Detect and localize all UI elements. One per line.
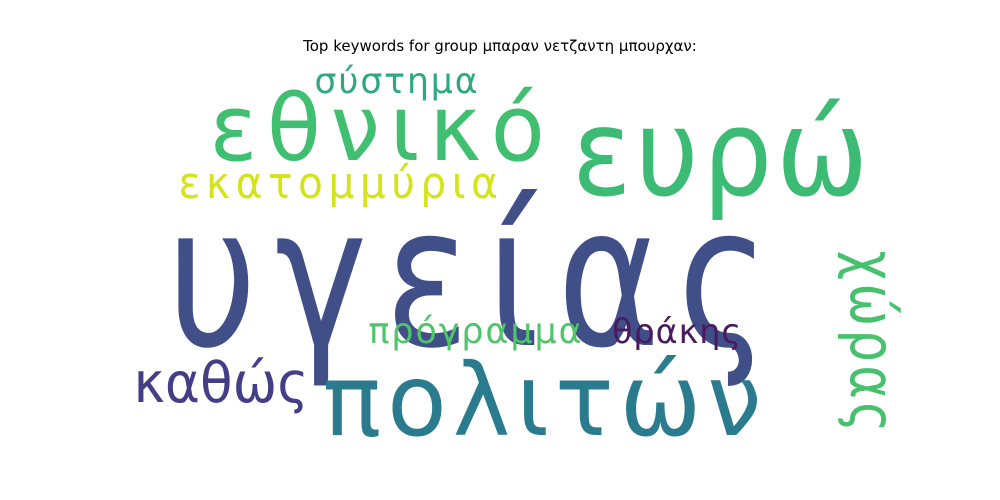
word-2: ευρώ <box>572 85 872 224</box>
word-6: πρόγραμμα <box>369 311 584 352</box>
word-8: καθώς <box>134 351 309 416</box>
word-7: θράκης <box>612 312 742 352</box>
word-4: σύστημα <box>315 61 480 102</box>
chart-title: Top keywords for group μπαραν νετζαντη μ… <box>303 37 697 55</box>
word-3: πολιτών <box>323 342 768 459</box>
word-0: υγείας <box>167 164 787 391</box>
word-5: εκατομμύρια <box>179 158 504 209</box>
word-1: εθνικό <box>210 75 555 182</box>
word-9: χώρας <box>836 251 909 436</box>
